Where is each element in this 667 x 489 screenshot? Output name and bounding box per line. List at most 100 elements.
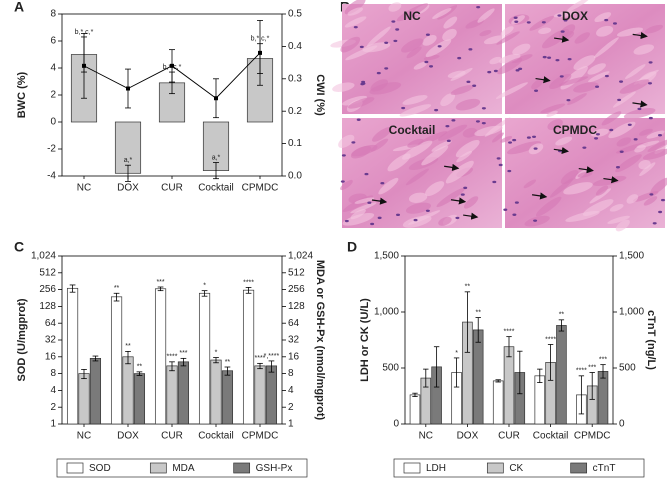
nucleus <box>532 135 537 138</box>
x-tick-label: Cocktail <box>198 183 234 194</box>
x-tick-label: Cocktail <box>533 431 569 442</box>
y-tick-label: 128 <box>39 301 56 312</box>
annotation: **** <box>167 354 178 361</box>
nucleus <box>476 5 481 9</box>
annotation: * <box>455 350 458 357</box>
nucleus <box>359 45 364 49</box>
fiber <box>342 213 375 226</box>
chart: C 1 2 4 8 16 32 64 128 256 512 1,024 1 2 4 8 16 32 64 128 25… <box>14 239 326 478</box>
nucleus <box>657 134 662 137</box>
nucleus <box>429 65 434 68</box>
fiber <box>609 203 624 212</box>
annotation: **** <box>255 355 266 362</box>
nucleus <box>559 75 564 78</box>
y2-tick-label: 500 <box>619 363 636 374</box>
x-tick-label: DOX <box>457 431 479 442</box>
fiber <box>497 57 523 75</box>
fiber <box>443 16 458 29</box>
fiber <box>589 188 612 204</box>
fiber <box>512 43 531 56</box>
nucleus <box>463 186 468 190</box>
chart: D 0 500 1,000 1,500 0 500 1,000 1,500 LDH or CK (… <box>347 239 657 478</box>
x-tick-label: CPMDC <box>574 431 611 442</box>
annotation: ** <box>137 364 143 371</box>
point <box>258 50 262 55</box>
nucleus <box>475 120 480 123</box>
nucleus <box>457 56 462 60</box>
y-tick-label: 8 <box>50 9 56 20</box>
y-tick-label: -4 <box>47 171 56 182</box>
nucleus <box>503 208 508 211</box>
nucleus <box>493 69 498 73</box>
fiber <box>593 37 619 59</box>
y2-axis-title: CWI (%) <box>314 74 326 116</box>
fiber <box>546 110 558 117</box>
nucleus <box>508 141 513 144</box>
arrow <box>371 197 388 205</box>
fiber <box>489 56 502 65</box>
nucleus <box>582 146 587 149</box>
legend-swatch <box>570 462 588 474</box>
nucleus <box>661 198 666 202</box>
fiber <box>638 160 651 170</box>
bar <box>89 358 102 425</box>
bar <box>534 375 546 425</box>
fiber <box>438 216 452 226</box>
fiber <box>615 154 642 173</box>
fiber <box>623 107 656 119</box>
image-label: NC <box>403 9 421 23</box>
nucleus <box>384 67 389 70</box>
fiber <box>626 194 639 204</box>
nucleus <box>595 133 600 136</box>
arrow <box>553 146 570 155</box>
y2-tick-label: 16 <box>288 351 300 362</box>
nucleus <box>396 213 401 217</box>
annotation: ** <box>225 359 231 366</box>
fiber <box>340 179 353 191</box>
nucleus <box>353 25 358 29</box>
y2-axis-title: cTnT (ng/L) <box>645 310 657 370</box>
nucleus <box>340 180 345 183</box>
fiber <box>650 177 667 195</box>
fiber <box>491 132 504 143</box>
nucleus <box>492 180 497 184</box>
legend-label: CK <box>509 463 523 474</box>
fiber <box>634 144 646 153</box>
nucleus <box>361 80 366 84</box>
fiber <box>496 31 520 45</box>
fiber <box>565 210 600 222</box>
fiber <box>567 93 587 105</box>
fiber <box>421 145 449 166</box>
y-tick-label: 1 <box>50 419 56 430</box>
fiber <box>566 0 590 12</box>
y2-tick-label: 1,500 <box>619 251 644 262</box>
nucleus <box>445 124 450 128</box>
nucleus <box>514 20 519 23</box>
y2-tick-label: 0 <box>619 419 625 430</box>
nucleus <box>604 74 609 78</box>
fiber <box>615 219 630 232</box>
fiber <box>642 148 667 160</box>
arrow <box>444 163 460 171</box>
nucleus <box>648 82 653 85</box>
annotation: * <box>215 349 218 356</box>
bar <box>114 121 142 174</box>
fiber <box>483 35 506 45</box>
nucleus <box>377 216 382 220</box>
nucleus <box>391 20 396 23</box>
nucleus <box>560 30 565 33</box>
histology-image: NC <box>330 0 506 117</box>
point <box>126 86 130 91</box>
nucleus <box>455 216 460 220</box>
fiber <box>362 42 391 53</box>
y2-tick-label: 1,000 <box>619 307 644 318</box>
fiber <box>524 215 550 227</box>
y2-tick-label: 0.3 <box>288 73 302 84</box>
nucleus <box>649 193 654 196</box>
fiber <box>405 202 432 214</box>
fiber <box>573 55 596 70</box>
nucleus <box>637 107 642 111</box>
nucleus <box>496 157 501 160</box>
fiber <box>560 170 579 185</box>
y-tick-label: 0 <box>393 419 399 430</box>
